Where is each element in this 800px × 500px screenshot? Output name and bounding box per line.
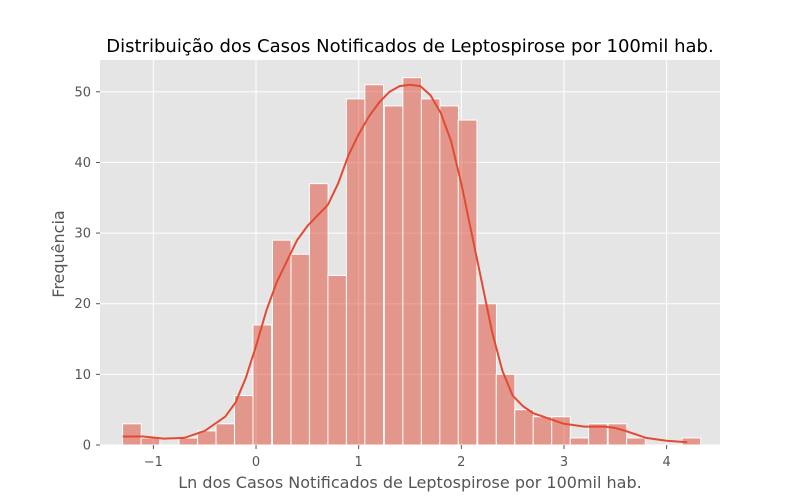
histogram-bars bbox=[122, 77, 702, 446]
x-axis-label: Ln dos Casos Notificados de Leptospirose… bbox=[178, 473, 641, 492]
histogram-bar bbox=[290, 253, 311, 446]
histogram-bar bbox=[364, 84, 385, 446]
y-axis-label: Frequência bbox=[49, 210, 68, 297]
histogram-bar bbox=[514, 409, 534, 446]
x-tick-label: 1 bbox=[355, 455, 363, 470]
x-tick-label: −1 bbox=[144, 455, 163, 470]
histogram-bar bbox=[308, 183, 329, 446]
y-tick-label: 50 bbox=[74, 85, 91, 100]
histogram-bar bbox=[122, 423, 142, 446]
histogram-bar bbox=[420, 98, 441, 446]
histogram-bar bbox=[178, 437, 199, 446]
x-tick-label: 3 bbox=[560, 455, 568, 470]
histogram-bar bbox=[569, 437, 590, 446]
histogram-bar bbox=[532, 416, 553, 446]
histogram-bar bbox=[383, 105, 404, 446]
y-tick-label: 30 bbox=[74, 227, 91, 242]
histogram-bar bbox=[215, 423, 236, 446]
y-tick-labels: 0 10 20 30 40 50 bbox=[74, 85, 100, 454]
histogram-bar bbox=[327, 274, 348, 446]
y-tick-label: 0 bbox=[83, 439, 91, 454]
histogram-bar bbox=[140, 437, 161, 446]
x-tick-label: 2 bbox=[457, 455, 465, 470]
histogram-bar bbox=[495, 373, 516, 446]
histogram-bar bbox=[233, 395, 254, 446]
histogram-bar bbox=[402, 77, 422, 446]
y-tick-label: 10 bbox=[74, 368, 91, 383]
histogram-bar bbox=[345, 98, 366, 446]
histogram-bar bbox=[588, 423, 608, 446]
kde-line bbox=[122, 83, 688, 444]
histogram-bar bbox=[457, 119, 478, 446]
x-tick-label: 0 bbox=[252, 455, 260, 470]
histogram-bar bbox=[477, 303, 497, 446]
y-tick-label: 20 bbox=[74, 297, 91, 312]
histogram-bar bbox=[252, 324, 273, 446]
y-tick-label: 40 bbox=[74, 156, 91, 171]
x-tick-label: 4 bbox=[662, 455, 670, 470]
x-tick-labels: −1 0 1 2 3 4 bbox=[144, 445, 671, 470]
histogram-bar bbox=[626, 437, 646, 446]
chart-title: Distribuição dos Casos Notificados de Le… bbox=[106, 36, 713, 57]
